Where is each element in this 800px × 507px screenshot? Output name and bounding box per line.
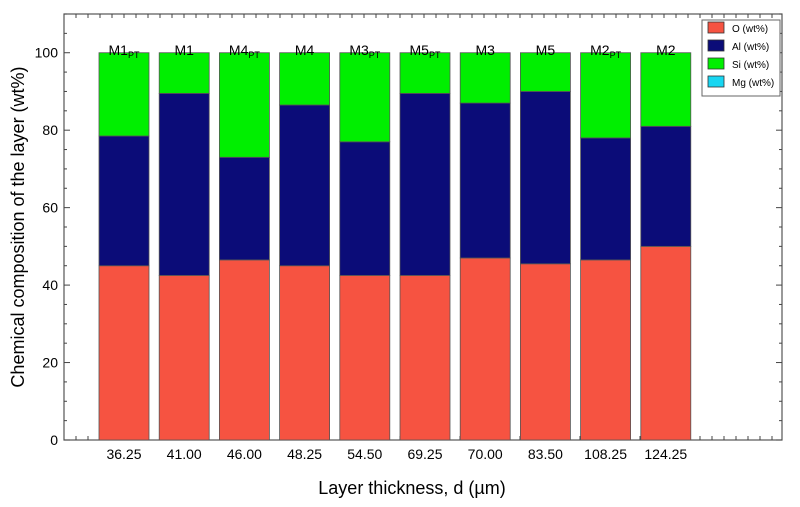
y-axis-title: Chemical composition of the layer (wt%): [8, 66, 28, 387]
bar-segment-si: [158, 52, 210, 94]
x-tick-label: 70.00: [468, 446, 503, 462]
y-tick-label: 60: [42, 200, 58, 216]
legend-swatch: [707, 39, 725, 52]
bar-segment-si: [459, 52, 511, 104]
y-tick-label: 80: [42, 122, 58, 138]
bar-sample-label: M5: [536, 42, 556, 58]
bar-segment-al: [399, 92, 451, 276]
y-tick-label: 0: [50, 432, 58, 448]
bar-segment-o: [279, 265, 331, 441]
bar-sample-label: M3: [475, 42, 495, 58]
y-tick-label: 20: [42, 355, 58, 371]
bar-segment-al: [98, 135, 150, 267]
x-tick-label: 124.25: [644, 446, 687, 462]
x-axis-title: Layer thickness, d (µm): [318, 478, 505, 498]
legend-label: Mg (wt%): [732, 78, 774, 89]
bar-segment-o: [339, 275, 391, 441]
bars: [98, 52, 692, 441]
bar-sample-label: M5PT: [410, 42, 441, 60]
bar-segment-al: [520, 91, 571, 265]
bar-segment-o: [98, 265, 150, 441]
bar-segment-al: [218, 156, 270, 261]
x-tick-label: 69.25: [407, 446, 442, 462]
bar-segment-si: [339, 52, 391, 143]
bar-segment-al: [640, 125, 692, 247]
legend-label: Al (wt%): [732, 42, 769, 53]
bar-segment-o: [459, 257, 511, 441]
bar-segment-si: [279, 52, 331, 106]
bar-segment-si: [98, 52, 150, 137]
x-tick-label: 41.00: [167, 446, 202, 462]
x-tick-label: 36.25: [106, 446, 141, 462]
bar-sample-label: M4: [295, 42, 315, 58]
bar-sample-label: M3PT: [349, 42, 380, 60]
x-tick-label: 54.50: [347, 446, 382, 462]
y-tick-label: 40: [42, 277, 58, 293]
y-axis: 0 20 40 60 80 100: [35, 13, 782, 448]
legend: O (wt%) Al (wt%) Si (wt%) Mg (wt%): [701, 19, 781, 97]
x-tick-label: 108.25: [584, 446, 627, 462]
bar-segment-o: [399, 275, 451, 441]
bar-segment-si: [218, 52, 270, 158]
bar-segment-o: [158, 275, 210, 441]
legend-label: Si (wt%): [732, 60, 769, 71]
y-tick-label: 100: [35, 45, 59, 61]
bar-sample-label: M2PT: [590, 42, 621, 60]
legend-swatch: [707, 57, 725, 70]
bar-segment-al: [339, 141, 391, 276]
x-tick-label: 48.25: [287, 446, 322, 462]
legend-swatch: [707, 75, 725, 88]
bar-segment-o: [640, 245, 692, 441]
bar-segment-al: [459, 102, 511, 259]
bar-sample-label: M4PT: [229, 42, 260, 60]
legend-swatch: [707, 21, 725, 34]
bar-segment-al: [580, 137, 631, 261]
bar-segment-o: [580, 259, 631, 441]
bar-segment-al: [158, 92, 210, 276]
bar-segment-si: [640, 52, 692, 127]
bar-sample-label: M1PT: [109, 42, 140, 60]
bar-sample-label: M1: [174, 42, 194, 58]
x-category-labels: 36.25 41.00 46.00 48.25 54.50 69.25 70.00 83.50…: [106, 446, 687, 462]
bar-segment-al: [279, 104, 331, 267]
bar-sample-label: M2: [656, 42, 676, 58]
x-tick-label: 83.50: [528, 446, 563, 462]
legend-label: O (wt%): [732, 24, 768, 35]
bar-sample-labels: M1PT M1 M4PT M4 M3PT M5PT M3 M5 M2PT M2: [109, 42, 676, 60]
x-tick-label: 46.00: [227, 446, 262, 462]
bar-segment-si: [520, 52, 571, 92]
bar-segment-si: [399, 52, 451, 94]
bar-segment-si: [580, 52, 631, 139]
bar-segment-o: [520, 263, 571, 441]
bar-segment-o: [218, 259, 270, 441]
